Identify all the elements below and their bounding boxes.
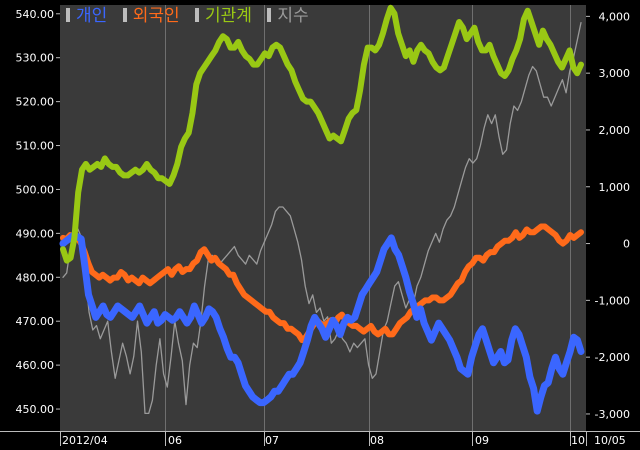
- right-tick-label: -3,000: [595, 408, 630, 421]
- legend: 개인 외국인 기관계 지수: [62, 1, 315, 26]
- legend-marker-foreign: [122, 8, 127, 22]
- legend-label-index: 지수: [277, 6, 309, 26]
- x-tick-label: 08: [370, 434, 384, 447]
- series-line-personal: [59, 231, 585, 415]
- right-tick-label: 3,000: [599, 67, 631, 80]
- legend-label-foreign: 외국인: [132, 6, 180, 26]
- right-tick-label: -1,000: [595, 294, 630, 307]
- x-tick-label: 10/05: [594, 434, 626, 447]
- left-tick-label: 530.00: [16, 52, 55, 65]
- left-tick-label: 450.00: [16, 403, 55, 416]
- x-axis: 2012/04 06 07 08 09 10 10/05: [60, 431, 626, 447]
- x-tick-label: 09: [475, 434, 489, 447]
- left-tick-label: 510.00: [16, 140, 55, 153]
- right-tick-label: 0: [623, 238, 630, 251]
- left-tick-label: 470.00: [16, 315, 55, 328]
- x-tick-label: 10: [571, 434, 585, 447]
- right-tick-label: 2,000: [599, 124, 631, 137]
- right-tick-label: 1,000: [599, 181, 631, 194]
- x-tick-label: 07: [265, 434, 279, 447]
- legend-label-institution: 기관계: [205, 6, 252, 26]
- left-tick-label: 540.00: [16, 8, 55, 21]
- x-tick-label: 2012/04: [62, 434, 108, 447]
- legend-marker-personal: [66, 8, 70, 22]
- left-tick-label: 490.00: [16, 227, 55, 240]
- series-line-institution: [60, 4, 584, 264]
- series-layer: [59, 4, 585, 415]
- series-line-index: [62, 21, 582, 415]
- legend-marker-index: [267, 8, 272, 22]
- legend-label-personal: 개인: [76, 6, 108, 26]
- right-axis: 4,000 3,000 2,000 1,000 0 -1,000 -2,000 -3,000: [586, 10, 630, 421]
- right-tick-label: 4,000: [599, 10, 631, 23]
- left-axis: 540.00 530.00 520.00 510.00 500.00 490.00 480.…: [16, 8, 60, 416]
- legend-marker-institution: [195, 8, 200, 22]
- left-tick-label: 520.00: [16, 96, 55, 109]
- left-tick-label: 500.00: [16, 183, 55, 196]
- left-tick-label: 460.00: [16, 359, 55, 372]
- left-tick-label: 480.00: [16, 271, 55, 284]
- x-tick-label: 06: [168, 434, 182, 447]
- right-tick-label: -2,000: [595, 351, 630, 364]
